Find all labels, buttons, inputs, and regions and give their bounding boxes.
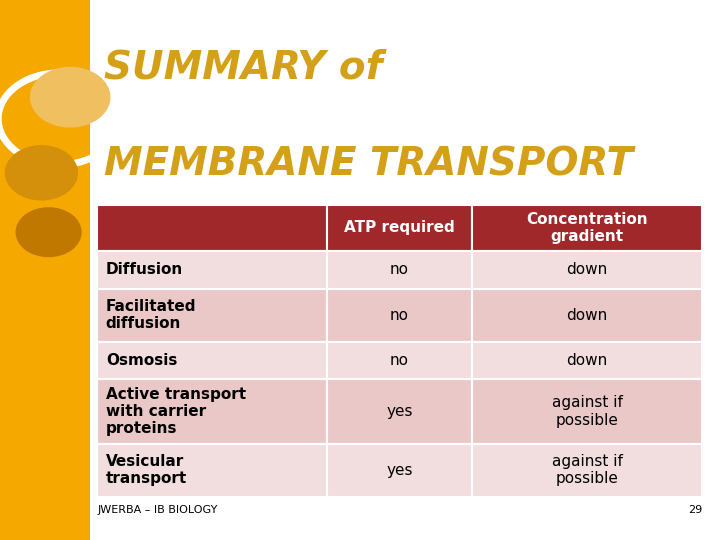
- Text: yes: yes: [387, 404, 413, 419]
- Text: Facilitated
diffusion: Facilitated diffusion: [106, 299, 197, 331]
- Text: ATP required: ATP required: [344, 220, 455, 235]
- Text: no: no: [390, 262, 409, 277]
- Bar: [327, 341, 472, 380]
- Text: no: no: [390, 307, 409, 322]
- Text: Vesicular
transport: Vesicular transport: [106, 454, 187, 487]
- Circle shape: [30, 68, 110, 127]
- Bar: [472, 380, 702, 444]
- Text: no: no: [390, 353, 409, 368]
- Text: yes: yes: [387, 463, 413, 478]
- Bar: [97, 251, 327, 288]
- Bar: [472, 288, 702, 341]
- Bar: [327, 380, 472, 444]
- Circle shape: [5, 146, 78, 200]
- Bar: [472, 444, 702, 497]
- Bar: [472, 251, 702, 288]
- Bar: [97, 444, 327, 497]
- Text: SUMMARY of: SUMMARY of: [104, 49, 383, 86]
- Text: Diffusion: Diffusion: [106, 262, 183, 277]
- Text: Active transport
with carrier
proteins: Active transport with carrier proteins: [106, 387, 246, 436]
- Circle shape: [17, 208, 81, 256]
- Text: down: down: [567, 307, 608, 322]
- Bar: [327, 205, 472, 251]
- Text: against if
possible: against if possible: [552, 454, 623, 487]
- Bar: [97, 341, 327, 380]
- Text: 29: 29: [688, 505, 702, 515]
- Bar: [472, 341, 702, 380]
- Text: Osmosis: Osmosis: [106, 353, 177, 368]
- Bar: [327, 288, 472, 341]
- Bar: [472, 205, 702, 251]
- Text: MEMBRANE TRANSPORT: MEMBRANE TRANSPORT: [104, 146, 634, 184]
- Bar: [327, 444, 472, 497]
- Bar: [327, 251, 472, 288]
- Text: down: down: [567, 262, 608, 277]
- Bar: [97, 380, 327, 444]
- Bar: [97, 205, 327, 251]
- Text: Concentration
gradient: Concentration gradient: [526, 212, 648, 244]
- Text: JWERBA – IB BIOLOGY: JWERBA – IB BIOLOGY: [97, 505, 217, 515]
- Text: against if
possible: against if possible: [552, 395, 623, 428]
- Bar: [97, 288, 327, 341]
- Text: down: down: [567, 353, 608, 368]
- Bar: [0, 0, 90, 540]
